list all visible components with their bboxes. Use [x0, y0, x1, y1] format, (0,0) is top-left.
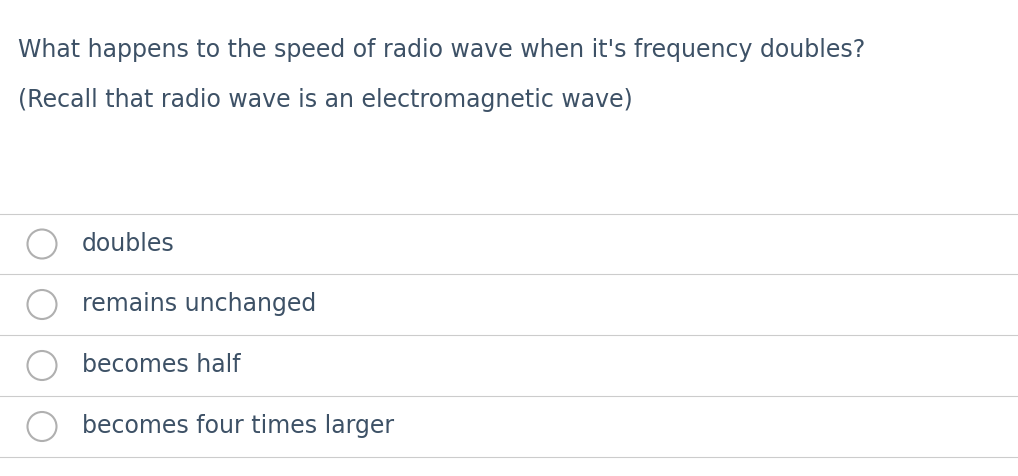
- Ellipse shape: [27, 290, 57, 319]
- Ellipse shape: [27, 351, 57, 380]
- Text: remains unchanged: remains unchanged: [81, 292, 316, 317]
- Text: becomes four times larger: becomes four times larger: [81, 415, 394, 438]
- Text: doubles: doubles: [81, 232, 174, 256]
- Text: becomes half: becomes half: [81, 354, 240, 377]
- Ellipse shape: [27, 229, 57, 258]
- Ellipse shape: [27, 412, 57, 441]
- Text: (Recall that radio wave is an electromagnetic wave): (Recall that radio wave is an electromag…: [18, 88, 633, 112]
- Text: What happens to the speed of radio wave when it's frequency doubles?: What happens to the speed of radio wave …: [18, 38, 865, 62]
